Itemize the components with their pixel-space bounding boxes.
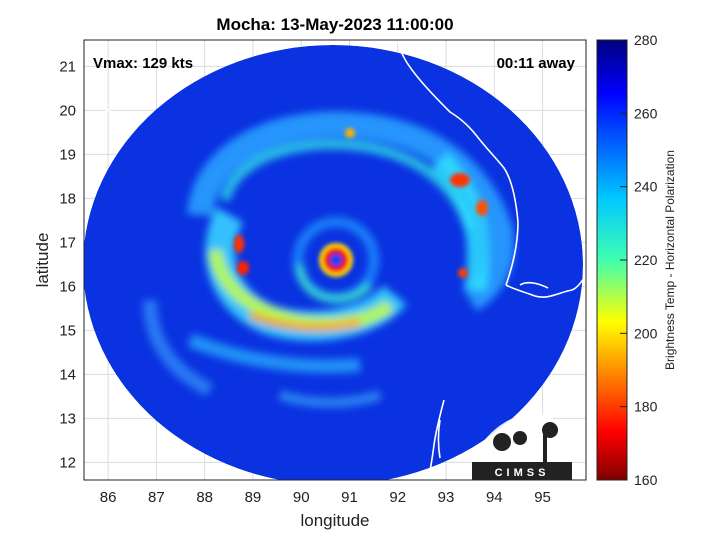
x-tick-label: 94 (486, 489, 503, 506)
x-tick-label: 92 (389, 489, 406, 506)
y-tick-label: 14 (59, 366, 76, 383)
rainbands (143, 111, 515, 408)
colorbar-tick-label: 220 (634, 252, 658, 268)
plot-frame (83, 39, 587, 481)
x-tick-label: 91 (341, 489, 358, 506)
y-tick-label: 15 (59, 322, 76, 339)
convective-cells (234, 128, 488, 278)
x-tick-label: 86 (100, 489, 117, 506)
colorbar-tick-label: 200 (634, 325, 658, 341)
x-tick-label: 87 (148, 489, 165, 506)
x-tick-label: 88 (196, 489, 213, 506)
time-away-label: 00:11 away (497, 55, 576, 72)
y-tick-label: 12 (59, 454, 76, 471)
colorbar-tick-label: 180 (634, 399, 658, 415)
x-axis-label: longitude (300, 511, 369, 530)
y-tick-label: 17 (59, 234, 76, 251)
colorbar-ticks: 280 260 240 220 200 180 160 (620, 32, 658, 488)
y-tick-label: 21 (59, 58, 76, 75)
colorbar-tick-label: 260 (634, 105, 658, 121)
logo-text: CIMSS (495, 467, 550, 479)
coastline (84, 40, 586, 480)
cimss-logo: CIMSS (472, 413, 572, 480)
y-tick-label: 13 (59, 410, 76, 427)
x-tick-label: 95 (534, 489, 551, 506)
colorbar-tick-label: 280 (634, 32, 658, 48)
y-tick-label: 20 (59, 102, 76, 119)
antenna-dish-icon (513, 431, 527, 445)
y-axis-label: latitude (33, 233, 52, 288)
chart-title: Mocha: 13-May-2023 11:00:00 (216, 15, 453, 34)
x-tick-labels: 86 87 88 89 90 91 92 93 94 95 (100, 489, 551, 506)
water-tower-icon (542, 422, 558, 438)
y-tick-label: 19 (59, 146, 76, 163)
antenna-dish-icon (493, 433, 511, 451)
y-tick-label: 16 (59, 278, 76, 295)
brightness-temp-field (84, 40, 586, 480)
x-tick-label: 90 (293, 489, 310, 506)
colorbar-tick-label: 240 (634, 179, 658, 195)
vmax-label: Vmax: 129 kts (93, 55, 193, 72)
colorbar-tick-label: 160 (634, 472, 658, 488)
x-tick-label: 89 (245, 489, 262, 506)
colorbar-label: Brightness Temp - Horizontal Polarizatio… (663, 150, 677, 370)
x-tick-label: 93 (438, 489, 455, 506)
y-tick-label: 18 (59, 190, 76, 207)
eyewall (319, 243, 353, 277)
y-tick-labels: 12 13 14 15 16 17 18 19 20 21 (59, 58, 76, 471)
